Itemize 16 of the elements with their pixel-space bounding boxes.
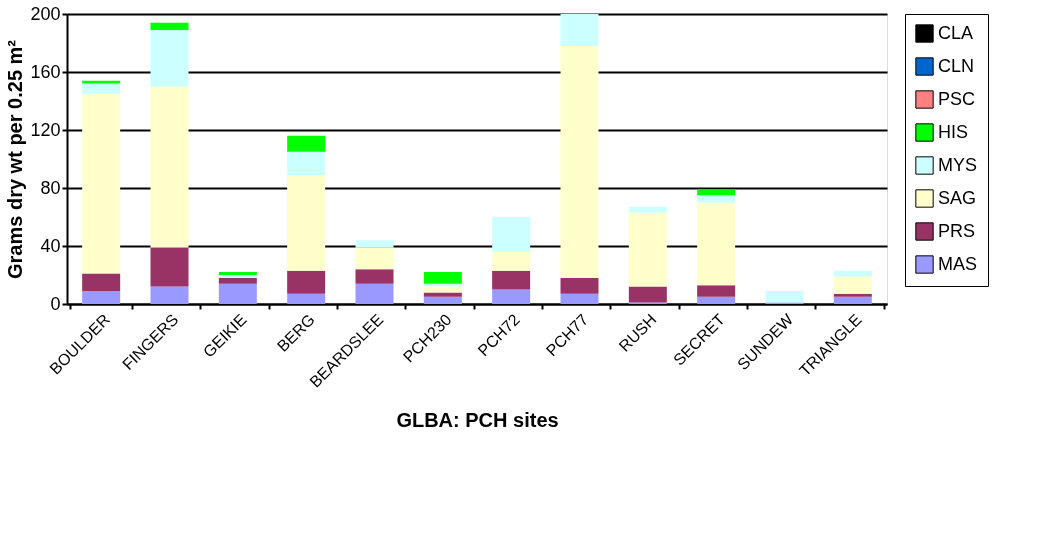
legend-label: PSC bbox=[938, 88, 976, 109]
legend-label: MYS bbox=[938, 154, 978, 175]
legend-label: CLN bbox=[938, 55, 975, 76]
y-tick-label: 80 bbox=[40, 177, 61, 198]
y-axis-title: Grams dry wt per 0.25 m² bbox=[4, 39, 27, 279]
legend-label: CLA bbox=[938, 22, 974, 43]
legend-label: SAG bbox=[938, 187, 977, 208]
y-tick-label: 160 bbox=[30, 61, 61, 82]
y-tick-label: 120 bbox=[30, 119, 61, 140]
legend-label: PRS bbox=[938, 220, 976, 241]
legend-label: MAS bbox=[938, 253, 978, 274]
y-tick-label: 0 bbox=[50, 293, 61, 314]
y-tick-label: 40 bbox=[40, 235, 61, 256]
y-tick-label: 200 bbox=[30, 3, 61, 24]
x-axis-title: GLBA: PCH sites bbox=[396, 408, 559, 431]
legend-label: HIS bbox=[938, 121, 969, 142]
